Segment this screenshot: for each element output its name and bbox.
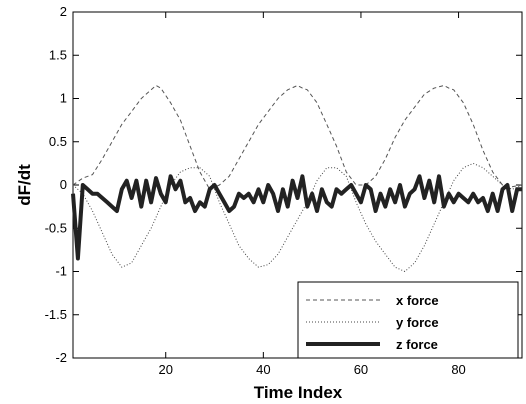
legend: x force y force z force — [297, 281, 519, 359]
y-tick-label: 1 — [60, 91, 67, 106]
legend-label-y-force: y force — [396, 315, 439, 330]
y-tick-label: -0.5 — [45, 220, 67, 235]
x-tick-label: 20 — [158, 362, 172, 377]
series-layer — [71, 85, 523, 272]
y-tick-label: 0 — [60, 177, 67, 192]
y-axis-ticks: -2 -1.5 -1 -0.5 0 0.5 1 1.5 2 — [45, 4, 522, 365]
y-tick-label: -2 — [55, 350, 67, 365]
y-axis-title: dF/dt — [15, 164, 34, 206]
x-tick-label: 40 — [256, 362, 270, 377]
x-axis-title: Time Index — [254, 383, 343, 402]
y-tick-label: -1.5 — [45, 307, 67, 322]
x-tick-label: 60 — [354, 362, 368, 377]
series-line-y-force — [72, 162, 523, 272]
y-tick-label: 1.5 — [49, 47, 67, 62]
legend-label-x-force: x force — [396, 293, 439, 308]
y-tick-label: 2 — [60, 4, 67, 19]
y-tick-label: -1 — [55, 264, 67, 279]
legend-label-z-force: z force — [396, 337, 438, 352]
series-line-z-force — [71, 174, 522, 261]
x-tick-label: 80 — [451, 362, 465, 377]
y-tick-label: 0.5 — [49, 134, 67, 149]
series-line-x-force — [72, 85, 523, 190]
